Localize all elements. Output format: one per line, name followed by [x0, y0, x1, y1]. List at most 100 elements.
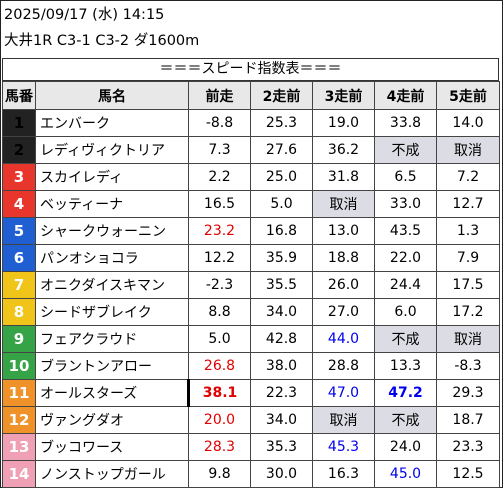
horse-number: 9	[2, 325, 36, 353]
horse-number: 4	[2, 190, 36, 218]
speed-index-cell: 35.9	[250, 244, 313, 272]
speed-index-cell: 30.0	[250, 460, 313, 488]
speed-index-cell: 取消	[312, 190, 375, 218]
speed-index-cell: -8.3	[436, 352, 500, 380]
speed-index-cell: 16.3	[312, 460, 375, 488]
speed-index-cell: 2.2	[188, 163, 251, 191]
header-row: 馬番 馬名 前走 2走前 3走前 4走前 5走前	[2, 81, 500, 110]
speed-index-cell: 25.0	[250, 163, 313, 191]
horse-number: 1	[2, 109, 36, 137]
speed-index-cell: 33.8	[374, 109, 437, 137]
table-row: 3 スカイレディ 2.2 25.0 31.8 6.5 7.2	[2, 163, 500, 191]
col-header-2-races-ago: 2走前	[250, 81, 313, 110]
horse-name: スカイレディ	[35, 163, 189, 191]
speed-index-cell: 22.3	[250, 379, 313, 407]
speed-index-cell: 35.5	[250, 271, 313, 299]
horse-name: ベッティーナ	[35, 190, 189, 218]
speed-index-cell: 6.0	[374, 298, 437, 326]
horse-name: シャークウォーニン	[35, 217, 189, 245]
speed-index-cell: 33.0	[374, 190, 437, 218]
speed-index-cell: 47.2	[374, 379, 437, 407]
horse-number: 13	[2, 433, 36, 461]
speed-index-cell: 35.3	[250, 433, 313, 461]
speed-index-cell: 38.0	[250, 352, 313, 380]
speed-index-cell: 26.0	[312, 271, 375, 299]
horse-name: シードザブレイク	[35, 298, 189, 326]
speed-index-cell: 8.8	[188, 298, 251, 326]
horse-number: 11	[2, 379, 36, 407]
race-info: 大井1R C3-1 C3-2 ダ1600m	[4, 33, 200, 49]
speed-index-cell: 34.0	[250, 298, 313, 326]
horse-number: 8	[2, 298, 36, 326]
speed-index-cell: 7.2	[436, 163, 500, 191]
horse-number: 10	[2, 352, 36, 380]
col-header-3-races-ago: 3走前	[312, 81, 375, 110]
table-row: 9 フェアクラウド 5.0 42.8 44.0 不成 取消	[2, 325, 500, 353]
speed-index-cell: 1.3	[436, 217, 500, 245]
table-title: ＝＝＝スピード指数表＝＝＝	[2, 58, 499, 81]
speed-index-cell: 45.0	[374, 460, 437, 488]
horse-name: ブッコワース	[35, 433, 189, 461]
table-row: 12 ヴァングダオ 20.0 34.0 取消 不成 18.7	[2, 406, 500, 434]
table-row: 4 ベッティーナ 16.5 5.0 取消 33.0 12.7	[2, 190, 500, 218]
speed-index-cell: 不成	[374, 325, 437, 353]
speed-index-cell: 27.0	[312, 298, 375, 326]
horse-name: パンオショコラ	[35, 244, 189, 272]
speed-index-cell: 28.8	[312, 352, 375, 380]
horse-number: 7	[2, 271, 36, 299]
speed-index-cell: 5.0	[188, 325, 251, 353]
horse-number: 6	[2, 244, 36, 272]
speed-index-cell: 16.8	[250, 217, 313, 245]
race-datetime: 2025/09/17 (水) 14:15	[4, 7, 165, 23]
speed-index-cell: 24.0	[374, 433, 437, 461]
speed-index-cell: 7.9	[436, 244, 500, 272]
speed-index-cell: 42.8	[250, 325, 313, 353]
speed-index-cell: 12.2	[188, 244, 251, 272]
table-row: 10 ブラントンアロー 26.8 38.0 28.8 13.3 -8.3	[2, 352, 500, 380]
horse-number: 12	[2, 406, 36, 434]
col-header-5-races-ago: 5走前	[436, 81, 500, 110]
table-row: 11 オールスターズ 38.1 22.3 47.0 47.2 29.3	[2, 379, 500, 407]
horse-name: エンバーク	[35, 109, 189, 137]
speed-index-cell: 13.0	[312, 217, 375, 245]
speed-index-cell: 取消	[436, 325, 500, 353]
speed-index-body: 馬番 馬名 前走 2走前 3走前 4走前 5走前 1 エンバーク -8.8 25.3 1…	[2, 81, 500, 488]
horse-name: ノンストップガール	[35, 460, 189, 488]
speed-index-cell: 36.2	[312, 136, 375, 164]
speed-index-cell: 28.3	[188, 433, 251, 461]
horse-number: 2	[2, 136, 36, 164]
speed-index-cell: -2.3	[188, 271, 251, 299]
speed-index-cell: 6.5	[374, 163, 437, 191]
speed-index-cell: 38.1	[187, 379, 251, 407]
horse-name: ヴァングダオ	[35, 406, 189, 434]
table-row: 7 オニクダイスキマン -2.3 35.5 26.0 24.4 17.5	[2, 271, 500, 299]
speed-index-cell: 5.0	[250, 190, 313, 218]
col-header-horse-name: 馬名	[35, 81, 189, 110]
speed-index-cell: 22.0	[374, 244, 437, 272]
speed-index-cell: 9.8	[188, 460, 251, 488]
speed-index-cell: 17.2	[436, 298, 500, 326]
speed-index-cell: 34.0	[250, 406, 313, 434]
speed-index-cell: 27.6	[250, 136, 313, 164]
speed-index-cell: 18.7	[436, 406, 500, 434]
speed-index-cell: 47.0	[312, 379, 375, 407]
speed-index-cell: 18.8	[312, 244, 375, 272]
speed-index-cell: 7.3	[188, 136, 251, 164]
horse-number: 3	[2, 163, 36, 191]
speed-index-cell: 25.3	[250, 109, 313, 137]
col-header-number: 馬番	[2, 81, 36, 110]
horse-number: 14	[2, 460, 36, 488]
table-row: 2 レディヴィクトリア 7.3 27.6 36.2 不成 取消	[2, 136, 500, 164]
speed-index-cell: 取消	[436, 136, 500, 164]
speed-index-cell: 19.0	[312, 109, 375, 137]
table-row: 8 シードザブレイク 8.8 34.0 27.0 6.0 17.2	[2, 298, 500, 326]
speed-index-cell: 12.7	[436, 190, 500, 218]
speed-index-cell: 26.8	[188, 352, 251, 380]
horse-name: フェアクラウド	[35, 325, 189, 353]
speed-index-cell: 23.2	[188, 217, 251, 245]
table-row: 1 エンバーク -8.8 25.3 19.0 33.8 14.0	[2, 109, 500, 137]
horse-number: 5	[2, 217, 36, 245]
speed-index-cell: 13.3	[374, 352, 437, 380]
speed-index-cell: 取消	[312, 406, 375, 434]
speed-index-cell: 14.0	[436, 109, 500, 137]
